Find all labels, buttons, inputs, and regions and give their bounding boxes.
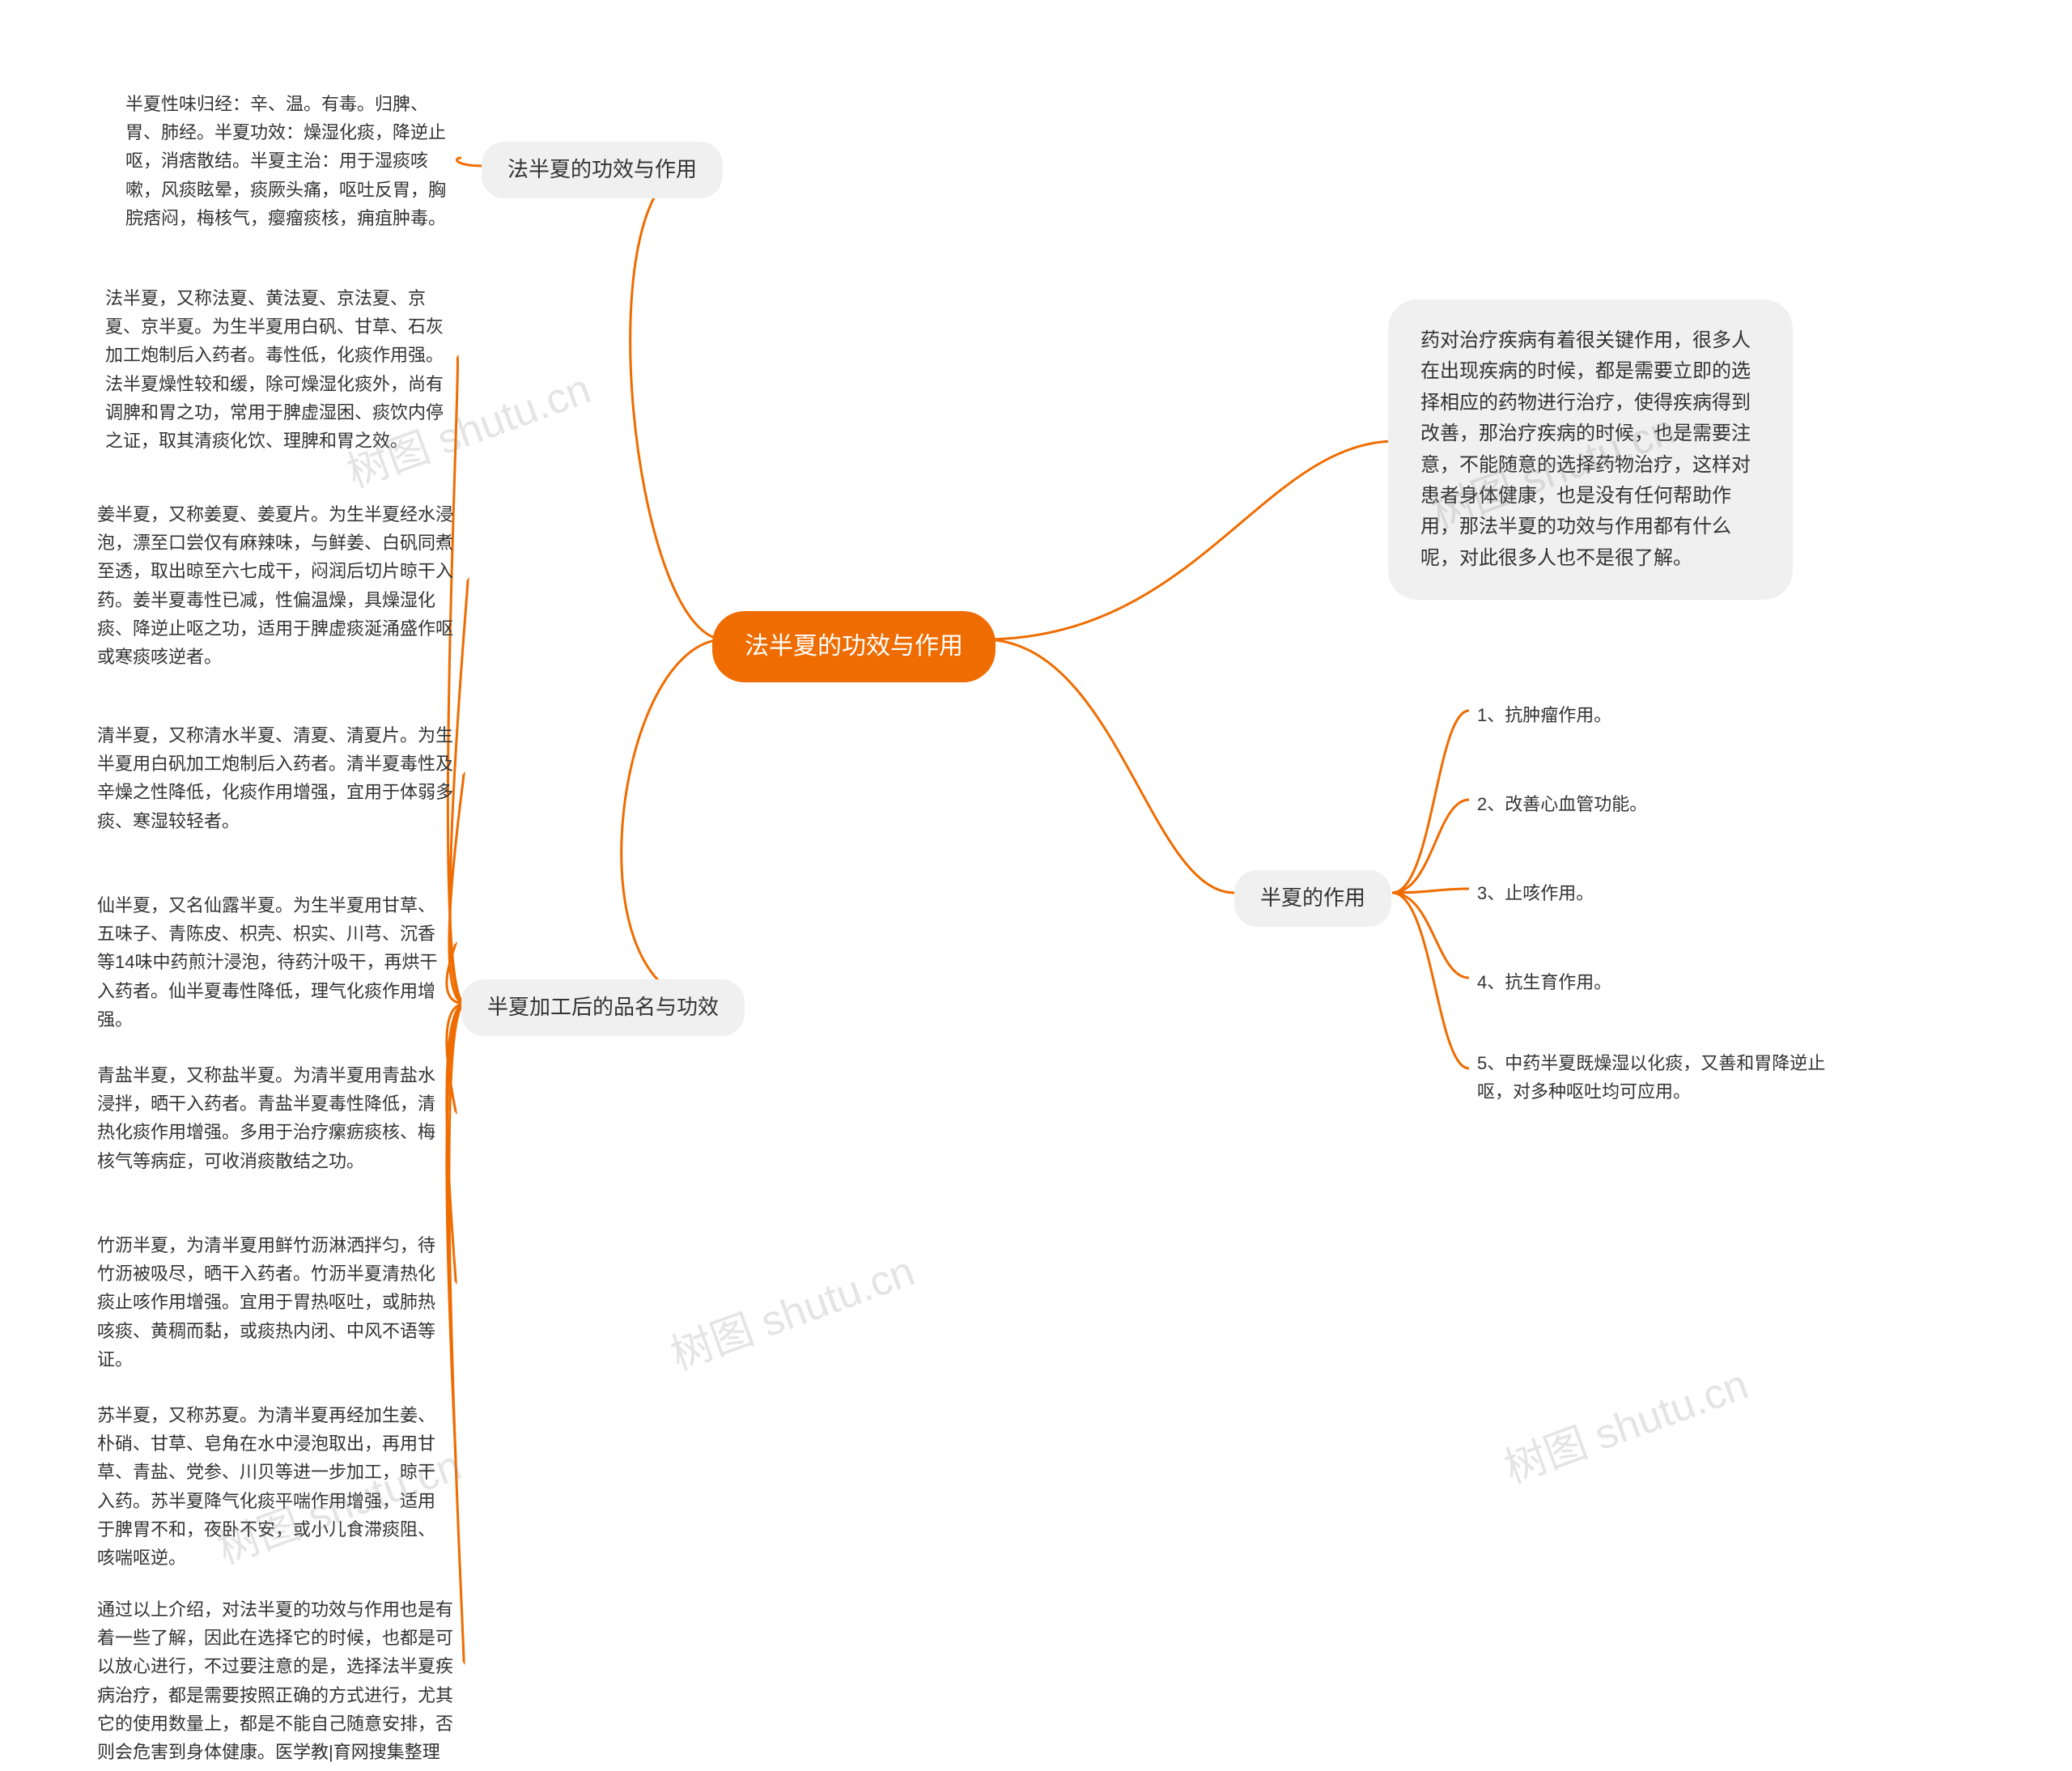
summary-block: 药对治疗疾病有着很关键作用，很多人在出现疾病的时候，都是需要立即的选择相应的药物… bbox=[1388, 299, 1793, 600]
leaf-text: 姜半夏，又称姜夏、姜夏片。为生半夏经水浸泡，漂至口尝仅有麻辣味，与鲜姜、白矾同煮… bbox=[97, 504, 453, 667]
mindmap-canvas: 法半夏的功效与作用 法半夏的功效与作用 半夏性味归经：辛、温。有毒。归脾、胃、肺… bbox=[0, 0, 2072, 1744]
leaf-functions-0: 1、抗肿瘤作用。 bbox=[1469, 696, 1620, 734]
leaf-text: 5、中药半夏既燥湿以化痰，又善和胃降逆止呕，对多种呕吐均可应用。 bbox=[1477, 1053, 1825, 1102]
leaf-text: 半夏性味归经：辛、温。有毒。归脾、胃、肺经。半夏功效：燥湿化痰，降逆止呕，消痞散… bbox=[125, 94, 446, 228]
root-label: 法半夏的功效与作用 bbox=[745, 633, 963, 660]
leaf-functions-1: 2、改善心血管功能。 bbox=[1469, 785, 1655, 823]
leaf-text: 清半夏，又称清水半夏、清夏、清夏片。为生半夏用白矾加工炮制后入药者。清半夏毒性及… bbox=[97, 725, 453, 831]
branch-efficacy-label: 法半夏的功效与作用 bbox=[507, 157, 697, 181]
leaf-functions-3: 4、抗生育作用。 bbox=[1469, 963, 1620, 1001]
leaf-text: 竹沥半夏，为清半夏用鲜竹沥淋洒拌匀，待竹沥被吸尽，晒干入药者。竹沥半夏清热化痰止… bbox=[97, 1235, 435, 1370]
watermark: 树图 shutu.cn bbox=[661, 1237, 922, 1381]
leaf-efficacy-0: 半夏性味归经：辛、温。有毒。归脾、胃、肺经。半夏功效：燥湿化痰，降逆止呕，消痞散… bbox=[117, 85, 457, 237]
leaf-text: 4、抗生育作用。 bbox=[1477, 972, 1611, 992]
leaf-processed-5: 竹沥半夏，为清半夏用鲜竹沥淋洒拌匀，待竹沥被吸尽，晒干入药者。竹沥半夏清热化痰止… bbox=[89, 1226, 453, 1378]
leaf-processed-6: 苏半夏，又称苏夏。为清半夏再经加生姜、朴硝、甘草、皂角在水中浸泡取出，再用甘草、… bbox=[89, 1396, 453, 1577]
leaf-text: 3、止咳作用。 bbox=[1477, 883, 1594, 903]
leaf-text: 1、抗肿瘤作用。 bbox=[1477, 705, 1611, 725]
summary-text: 药对治疗疾病有着很关键作用，很多人在出现疾病的时候，都是需要立即的选择相应的药物… bbox=[1420, 329, 1751, 569]
branch-functions-label: 半夏的作用 bbox=[1260, 886, 1365, 910]
leaf-processed-1: 姜半夏，又称姜夏、姜夏片。为生半夏经水浸泡，漂至口尝仅有麻辣味，与鲜姜、白矾同煮… bbox=[89, 495, 465, 676]
leaf-processed-0: 法半夏，又称法夏、黄法夏、京法夏、京夏、京半夏。为生半夏用白矾、甘草、石灰加工炮… bbox=[97, 279, 453, 460]
branch-processed-label: 半夏加工后的品名与功效 bbox=[487, 995, 719, 1019]
leaf-text: 青盐半夏，又称盐半夏。为清半夏用青盐水浸拌，晒干入药者。青盐半夏毒性降低，清热化… bbox=[97, 1065, 435, 1171]
leaf-processed-3: 仙半夏，又名仙露半夏。为生半夏用甘草、五味子、青陈皮、枳壳、枳实、川芎、沉香等1… bbox=[89, 886, 453, 1038]
leaf-functions-4: 5、中药半夏既燥湿以化痰，又善和胃降逆止呕，对多种呕吐均可应用。 bbox=[1469, 1044, 1841, 1111]
leaf-text: 苏半夏，又称苏夏。为清半夏再经加生姜、朴硝、甘草、皂角在水中浸泡取出，再用甘草、… bbox=[97, 1405, 435, 1568]
branch-efficacy[interactable]: 法半夏的功效与作用 bbox=[482, 142, 723, 198]
leaf-text: 通过以上介绍，对法半夏的功效与作用也是有着一些了解，因此在选择它的时候，也都是可… bbox=[97, 1599, 453, 1762]
root-node[interactable]: 法半夏的功效与作用 bbox=[712, 611, 996, 682]
branch-processed[interactable]: 半夏加工后的品名与功效 bbox=[461, 979, 745, 1036]
leaf-text: 仙半夏，又名仙露半夏。为生半夏用甘草、五味子、青陈皮、枳壳、枳实、川芎、沉香等1… bbox=[97, 895, 437, 1030]
leaf-processed-4: 青盐半夏，又称盐半夏。为清半夏用青盐水浸拌，晒干入药者。青盐半夏毒性降低，清热化… bbox=[89, 1056, 453, 1180]
leaf-processed-2: 清半夏，又称清水半夏、清夏、清夏片。为生半夏用白矾加工炮制后入药者。清半夏毒性及… bbox=[89, 716, 461, 840]
watermark: 树图 shutu.cn bbox=[1495, 1350, 1756, 1494]
leaf-functions-2: 3、止咳作用。 bbox=[1469, 874, 1602, 912]
branch-functions[interactable]: 半夏的作用 bbox=[1234, 870, 1391, 927]
leaf-text: 法半夏，又称法夏、黄法夏、京法夏、京夏、京半夏。为生半夏用白矾、甘草、石灰加工炮… bbox=[105, 288, 444, 451]
leaf-text: 2、改善心血管功能。 bbox=[1477, 794, 1647, 814]
